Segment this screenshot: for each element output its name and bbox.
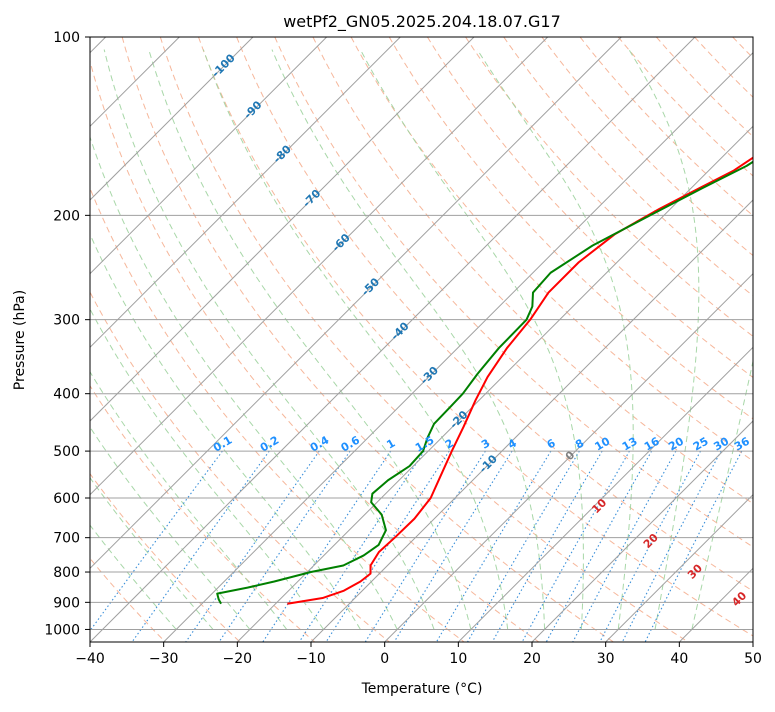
y-tick-label: 400 <box>53 387 80 403</box>
y-axis: 100 200 300 400 500 600 700 800 900 1000 <box>44 30 90 638</box>
dry-adiabat-line <box>198 37 753 637</box>
dry-adiabat-line <box>541 37 753 257</box>
chart-title: wetPf2_GN05.2025.204.18.07.G17 <box>283 12 561 32</box>
y-tick-label: 800 <box>53 565 80 581</box>
mixing-ratio-line <box>572 450 677 642</box>
isotherm-line <box>531 420 753 642</box>
dry-adiabat-line <box>236 37 753 592</box>
dry-adiabat-line <box>90 291 390 642</box>
plot-frame <box>89 36 754 643</box>
moist-adiabat-line <box>359 49 584 630</box>
moist-adiabat-line <box>90 308 324 630</box>
isotherm-line <box>90 37 475 422</box>
moist-adiabat-line <box>476 49 634 630</box>
mixing-ratio-line <box>599 450 702 642</box>
x-tick-label: 0 <box>380 651 389 667</box>
x-tick-label: −20 <box>223 651 253 667</box>
y-tick-label: 100 <box>53 30 80 46</box>
y-tick-label: 200 <box>53 208 80 224</box>
dewpoint-profile-line <box>216 160 753 605</box>
x-axis: −40 −30 −20 −10 0 10 20 30 40 50 <box>75 642 762 667</box>
isotherm-line <box>236 125 753 642</box>
moist-adiabat-line <box>628 49 700 630</box>
isotherm-line <box>605 493 753 642</box>
moist-adiabat-line <box>271 49 546 630</box>
y-axis-label: Pressure (hPa) <box>12 290 28 390</box>
isotherms <box>90 37 753 642</box>
moist-adiabat-line <box>691 358 753 630</box>
isotherm-line <box>163 51 753 642</box>
x-tick-label: 10 <box>449 651 467 667</box>
mixing-ratio-line <box>467 450 580 642</box>
mixing-ratio-line <box>521 450 630 642</box>
dry-adiabat-line <box>579 37 753 217</box>
dry-adiabat-line <box>159 37 689 642</box>
dry-adiabat-line <box>388 37 753 420</box>
mixing-ratio-line <box>364 450 486 642</box>
dry-adiabat-line <box>90 59 540 642</box>
moist-adiabats <box>90 49 753 630</box>
mixing-ratio-lines <box>90 450 743 642</box>
moist-adiabat-line <box>90 476 214 630</box>
isotherm-line <box>90 37 328 275</box>
mixing-ratio-line <box>131 450 270 642</box>
moist-adiabat-line <box>90 524 177 630</box>
x-tick-label: 20 <box>523 651 541 667</box>
moist-adiabat-line <box>148 49 472 630</box>
mixing-ratio-line <box>435 450 552 642</box>
isotherm-line <box>90 37 696 642</box>
moist-adiabat-line <box>202 49 509 630</box>
mixing-ratio-line <box>491 450 603 642</box>
dry-adiabat-line <box>121 37 614 642</box>
isotherm-line <box>90 37 254 201</box>
profile-series <box>216 156 753 605</box>
mixing-ratio-line <box>185 450 320 642</box>
moist-adiabat-line <box>90 135 398 630</box>
isotherm-line <box>90 37 549 496</box>
moist-adiabat-line <box>90 370 288 630</box>
mixing-ratio-line <box>545 450 653 642</box>
moist-adiabat-line <box>90 233 361 630</box>
isotherm-line <box>90 37 622 570</box>
x-axis-label: Temperature (°C) <box>361 681 483 697</box>
x-tick-label: −40 <box>75 651 105 667</box>
y-tick-label: 600 <box>53 491 80 507</box>
dry-adiabat-line <box>426 37 753 378</box>
mixing-ratio-line <box>621 450 722 642</box>
x-tick-label: 30 <box>597 651 615 667</box>
moist-adiabat-line <box>90 426 251 630</box>
isotherm-line <box>90 37 401 349</box>
mixing-ratio-line <box>218 450 351 642</box>
x-tick-label: 50 <box>744 651 762 667</box>
moist-adiabat-line <box>103 49 435 630</box>
isotherm-line <box>384 272 753 642</box>
mixing-ratio-line <box>393 450 513 642</box>
x-tick-label: −30 <box>149 651 179 667</box>
y-tick-label: 700 <box>53 531 80 547</box>
x-tick-label: 40 <box>670 651 688 667</box>
dry-adiabat-line <box>350 37 753 462</box>
y-tick-label: 1000 <box>44 622 80 638</box>
dry-adiabat-line <box>274 37 753 548</box>
isotherm-line <box>310 199 753 642</box>
isotherm-line <box>457 346 753 642</box>
y-tick-label: 900 <box>53 595 80 611</box>
y-tick-label: 500 <box>53 444 80 460</box>
pressure-gridlines <box>90 37 753 630</box>
temperature-profile-line <box>287 156 753 605</box>
y-tick-label: 300 <box>53 313 80 329</box>
x-tick-label: −10 <box>296 651 326 667</box>
